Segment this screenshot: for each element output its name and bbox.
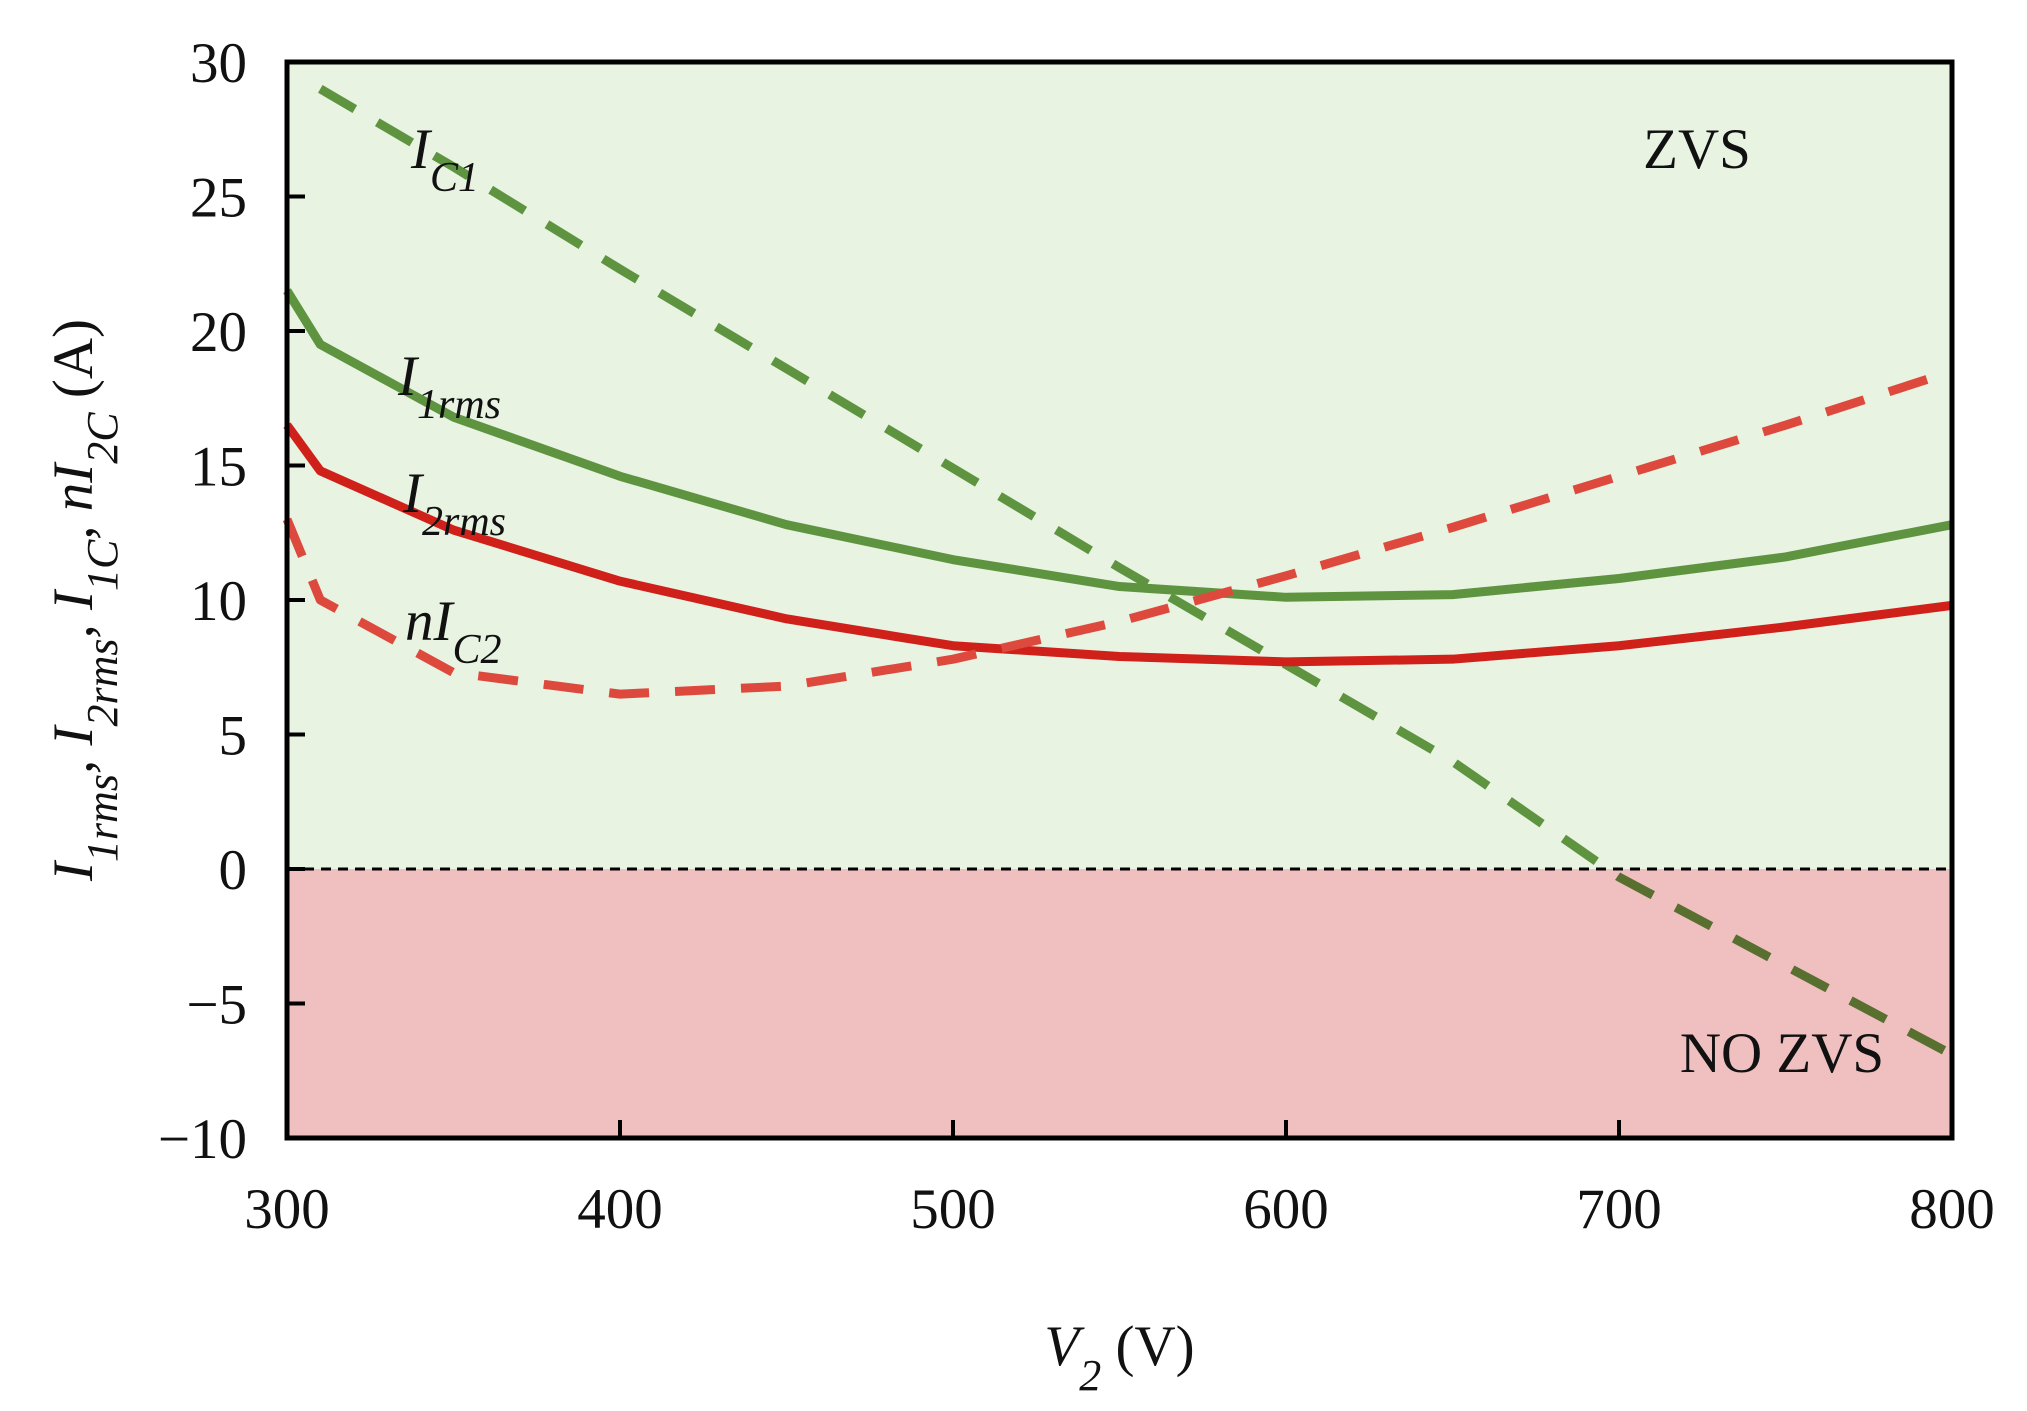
y-tick-label: −5 — [186, 974, 247, 1037]
x-tick-label: 700 — [1576, 1178, 1662, 1241]
y-axis-label-part: , I — [42, 588, 105, 639]
series-label-name: nI — [405, 590, 456, 653]
y-axis-label-part: (A) — [42, 319, 105, 412]
y-axis-label-part: , I — [42, 724, 105, 775]
y-tick-label: 15 — [190, 436, 247, 499]
x-axis-label: V2 (V) — [1044, 1315, 1194, 1400]
y-axis-label-part: I — [42, 859, 105, 882]
x-tick-label: 300 — [244, 1178, 330, 1241]
y-axis-label-part: , nI — [42, 461, 105, 540]
series-label: nIC2 — [405, 590, 502, 673]
series-line — [283, 288, 1953, 602]
series-label: I2rms — [402, 462, 506, 545]
series-line — [282, 367, 1954, 699]
x-axis-label-part: 2 — [1079, 1351, 1101, 1400]
y-axis-label-part: 2C — [78, 412, 127, 464]
y-tick-label: 0 — [219, 839, 248, 902]
y-tick-label: −10 — [158, 1108, 247, 1171]
y-tick-label: 10 — [190, 570, 247, 633]
region — [287, 869, 1952, 1138]
y-axis-label-part: 2rms — [78, 639, 127, 727]
region-label: ZVS — [1643, 118, 1751, 181]
y-axis-label-part: 1C — [78, 539, 127, 591]
series-label-sub: 2rms — [422, 499, 506, 545]
y-tick-label: 5 — [219, 705, 248, 768]
series-line — [283, 422, 1953, 667]
x-axis-label-part: V — [1044, 1315, 1085, 1378]
y-axis-label-part: 1rms — [78, 774, 127, 862]
region — [287, 62, 1952, 869]
series-label-name: I — [397, 345, 420, 408]
x-tick-label: 800 — [1909, 1178, 1995, 1241]
x-tick-label: 500 — [910, 1178, 996, 1241]
y-tick-label: 30 — [190, 32, 247, 95]
series-label-sub: 1rms — [417, 382, 501, 428]
series-label: IC1 — [410, 118, 479, 201]
x-tick-label: 600 — [1243, 1178, 1329, 1241]
y-tick-label: 20 — [190, 301, 247, 364]
series-label-name: I — [410, 118, 433, 181]
region-label: NO ZVS — [1680, 1022, 1884, 1085]
series-label-sub: C1 — [430, 155, 479, 201]
x-tick-label: 400 — [577, 1178, 663, 1241]
y-tick-label: 25 — [190, 167, 247, 230]
y-axis-label: I1rms, I2rms, I1C, nI2C (A) — [42, 319, 127, 882]
series-label: I1rms — [397, 345, 501, 428]
series-label-name: I — [402, 462, 425, 525]
series-label-sub: C2 — [452, 627, 501, 673]
series-line — [318, 85, 1955, 1059]
x-axis-label-part: (V) — [1101, 1315, 1194, 1378]
